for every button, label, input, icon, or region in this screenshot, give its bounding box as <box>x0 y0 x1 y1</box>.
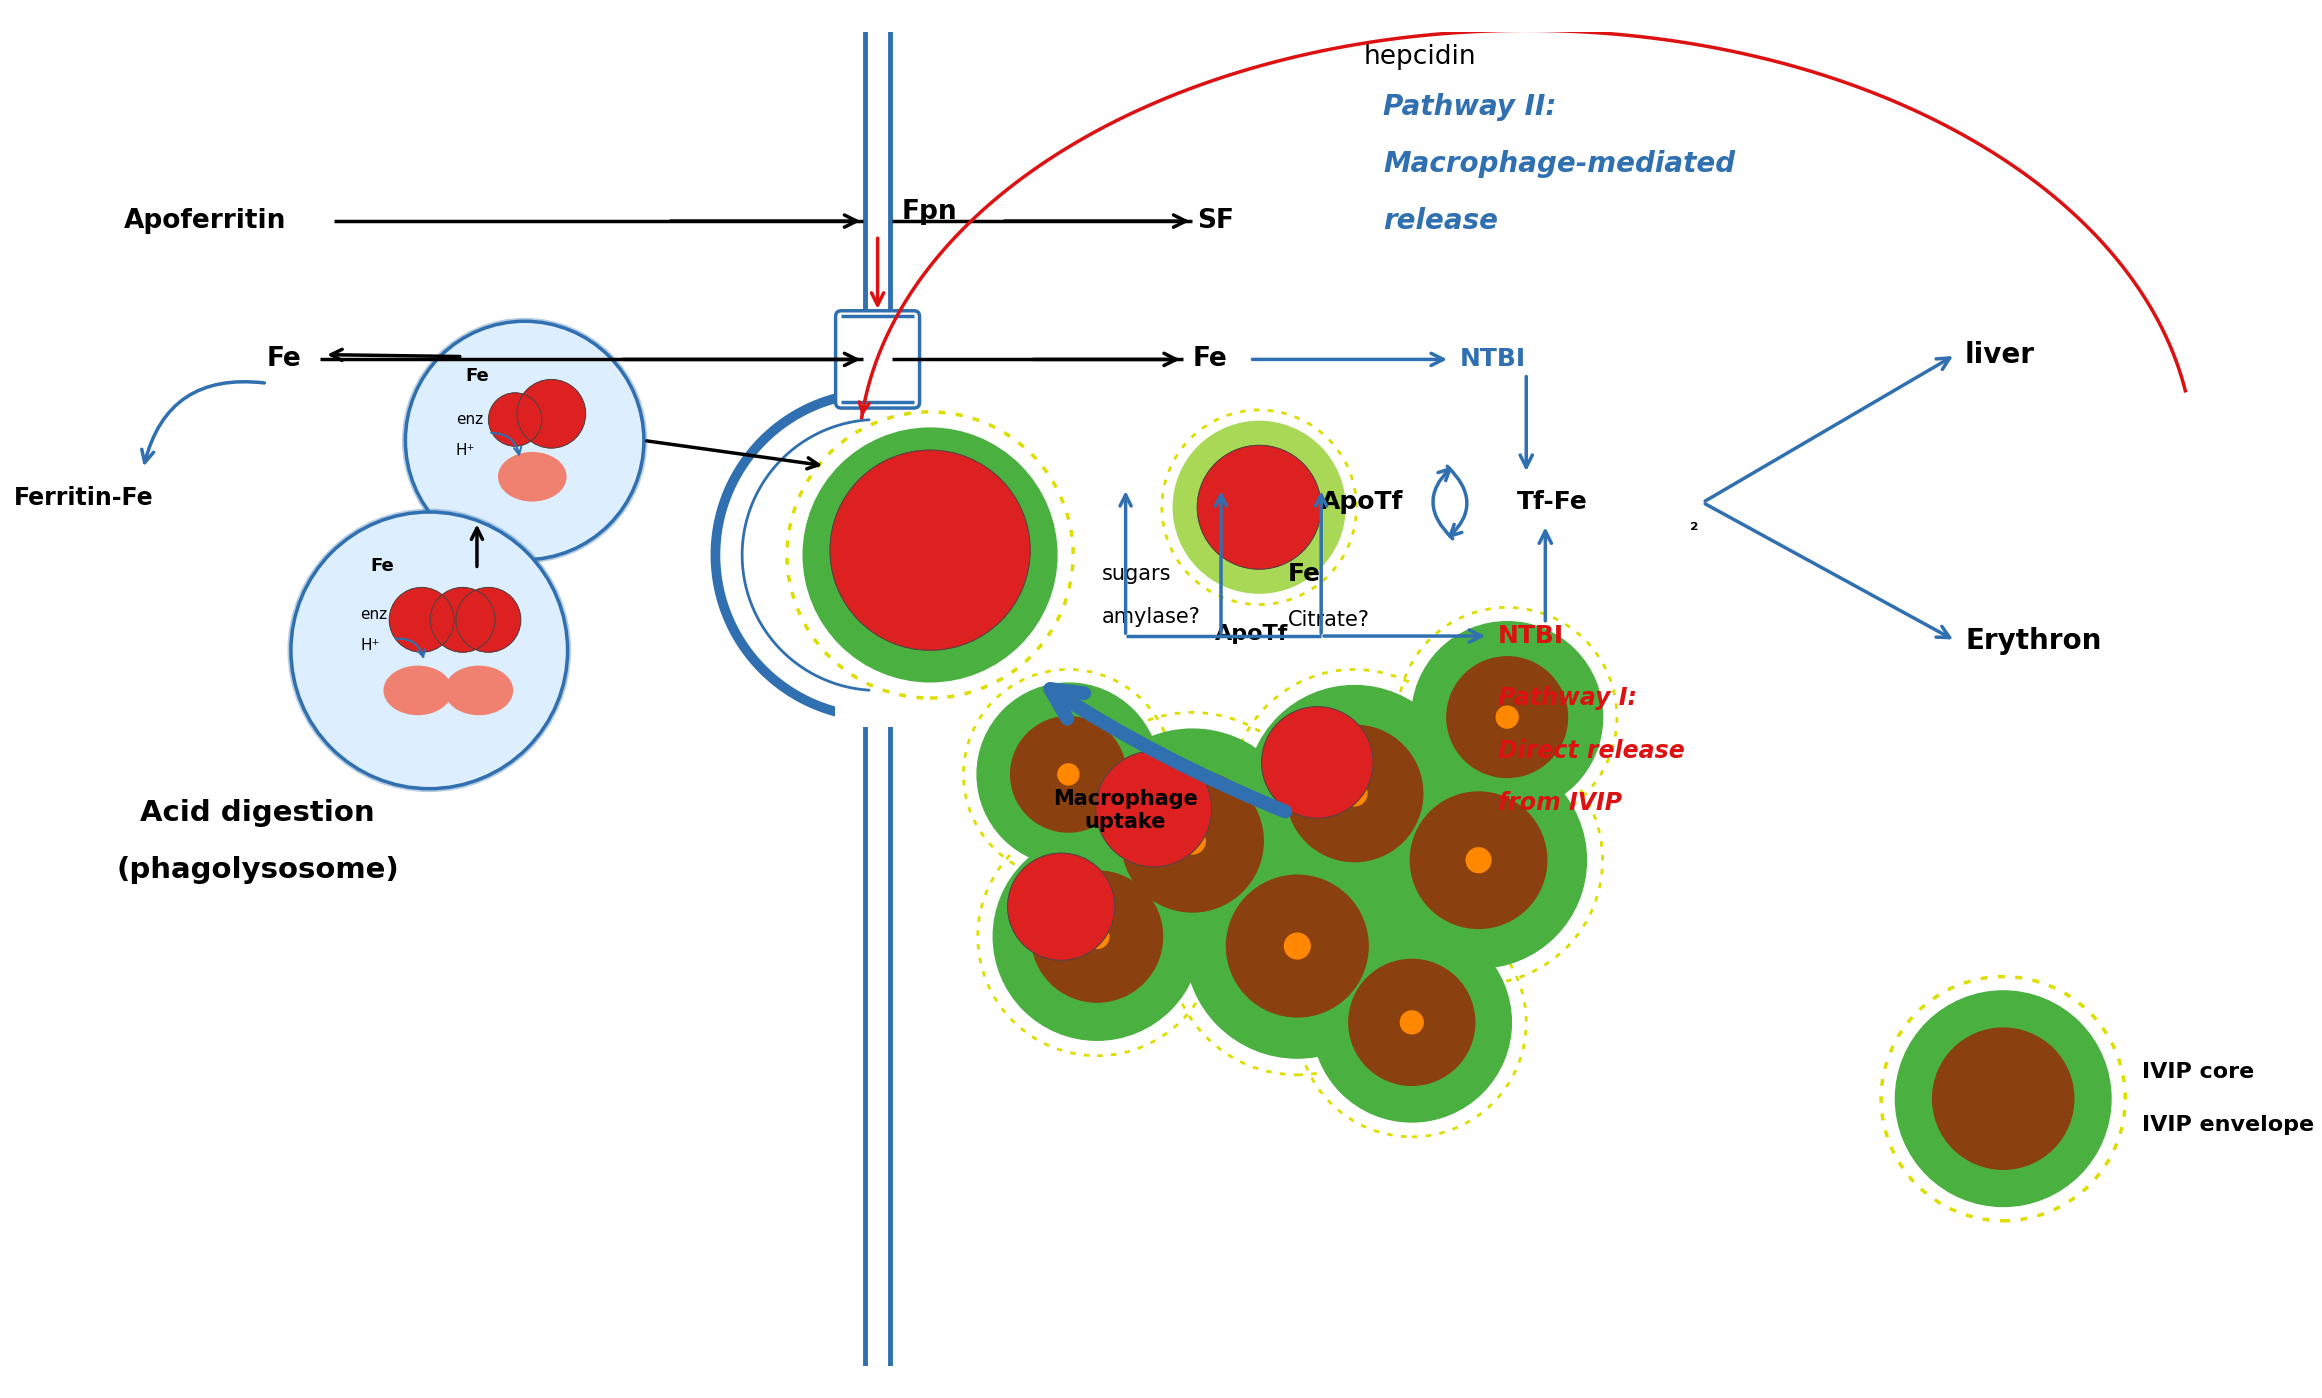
Text: ₂: ₂ <box>1690 514 1700 534</box>
Text: liver: liver <box>1964 341 2034 369</box>
FancyBboxPatch shape <box>836 310 920 408</box>
Circle shape <box>390 587 455 653</box>
Text: Fpn: Fpn <box>901 199 957 225</box>
Text: Direct release: Direct release <box>1498 738 1683 762</box>
Text: Ferritin-Fe: Ferritin-Fe <box>14 485 153 510</box>
Ellipse shape <box>383 665 453 716</box>
Text: Fe: Fe <box>464 366 490 384</box>
Circle shape <box>1495 706 1519 728</box>
Text: from IVIP: from IVIP <box>1498 791 1621 815</box>
Text: Macrophage
uptake: Macrophage uptake <box>1054 788 1198 832</box>
Circle shape <box>1080 730 1305 953</box>
Text: Erythron: Erythron <box>1964 626 2101 654</box>
Text: amylase?: amylase? <box>1101 607 1200 626</box>
Text: Fe: Fe <box>1289 562 1321 586</box>
Text: enz: enz <box>360 607 388 622</box>
Circle shape <box>1412 622 1602 812</box>
Text: NTBI: NTBI <box>1461 348 1526 372</box>
Text: Tf-Fe: Tf-Fe <box>1516 491 1588 514</box>
Circle shape <box>1261 706 1372 818</box>
Text: SF: SF <box>1198 208 1235 233</box>
Circle shape <box>1198 445 1321 569</box>
Circle shape <box>829 450 1031 650</box>
Text: Fe: Fe <box>1194 347 1226 372</box>
Text: hepcidin: hepcidin <box>1363 43 1477 70</box>
Circle shape <box>455 587 520 653</box>
Circle shape <box>406 322 643 559</box>
Circle shape <box>518 379 585 449</box>
Text: Pathway I:: Pathway I: <box>1498 686 1637 710</box>
Circle shape <box>1096 751 1212 867</box>
Circle shape <box>390 587 455 653</box>
Circle shape <box>488 393 541 446</box>
Circle shape <box>406 322 643 559</box>
Circle shape <box>1084 924 1110 948</box>
Circle shape <box>829 450 1031 650</box>
Circle shape <box>1370 752 1586 967</box>
Ellipse shape <box>497 452 567 502</box>
Text: H⁺: H⁺ <box>455 443 476 457</box>
Circle shape <box>1286 726 1423 861</box>
Circle shape <box>488 393 541 446</box>
Circle shape <box>1096 751 1212 867</box>
Circle shape <box>290 512 567 788</box>
Circle shape <box>430 587 495 653</box>
Circle shape <box>1932 1028 2074 1169</box>
Circle shape <box>1198 445 1321 569</box>
Circle shape <box>1184 835 1409 1058</box>
Text: Fe: Fe <box>369 558 395 576</box>
Circle shape <box>1342 781 1368 805</box>
Circle shape <box>1465 847 1491 872</box>
Text: ApoTf: ApoTf <box>1321 491 1402 514</box>
Ellipse shape <box>444 665 513 716</box>
Circle shape <box>1895 991 2111 1206</box>
Text: IVIP envelope: IVIP envelope <box>2141 1116 2313 1135</box>
Circle shape <box>1180 828 1205 854</box>
Text: release: release <box>1384 207 1498 235</box>
Circle shape <box>978 684 1159 865</box>
Circle shape <box>1122 770 1263 911</box>
Text: sugars: sugars <box>1101 563 1170 584</box>
Circle shape <box>1261 706 1372 818</box>
Circle shape <box>1010 717 1126 832</box>
Text: Fe: Fe <box>267 347 302 372</box>
Bar <box>834 383 920 727</box>
Circle shape <box>1226 875 1368 1016</box>
Circle shape <box>1247 685 1463 902</box>
Bar <box>834 312 920 407</box>
Text: NTBI: NTBI <box>1498 624 1563 649</box>
Circle shape <box>1008 853 1115 960</box>
Text: Apoferritin: Apoferritin <box>123 208 286 233</box>
Text: Pathway II:: Pathway II: <box>1384 92 1556 120</box>
Circle shape <box>994 833 1200 1040</box>
Circle shape <box>430 587 495 653</box>
Circle shape <box>290 512 567 788</box>
Circle shape <box>1349 959 1474 1085</box>
Text: Citrate?: Citrate? <box>1289 610 1370 630</box>
Text: (phagolysosome): (phagolysosome) <box>116 856 399 884</box>
Text: Macrophage-mediated: Macrophage-mediated <box>1384 150 1735 178</box>
Circle shape <box>1400 1011 1423 1035</box>
Text: Acid digestion: Acid digestion <box>139 798 374 826</box>
Circle shape <box>1173 421 1344 593</box>
Circle shape <box>1312 923 1512 1123</box>
Circle shape <box>518 379 585 449</box>
Text: ApoTf: ApoTf <box>1214 624 1289 643</box>
Text: enz: enz <box>455 412 483 426</box>
Circle shape <box>803 428 1057 682</box>
Circle shape <box>1031 871 1163 1002</box>
Text: IVIP core: IVIP core <box>2141 1062 2255 1082</box>
Text: H⁺: H⁺ <box>360 637 381 653</box>
Circle shape <box>1284 934 1310 959</box>
Circle shape <box>1409 793 1546 928</box>
Circle shape <box>1008 853 1115 960</box>
Circle shape <box>1447 657 1567 777</box>
Circle shape <box>455 587 520 653</box>
Circle shape <box>1059 763 1080 784</box>
